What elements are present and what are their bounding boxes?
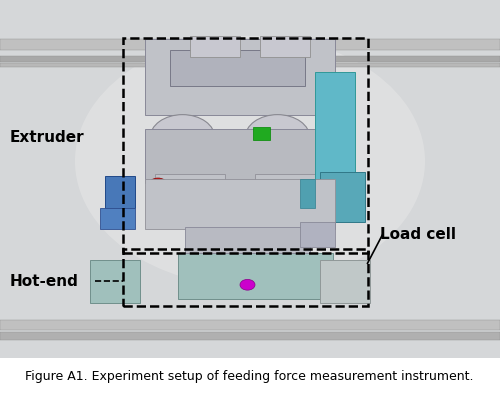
Bar (155, 174, 225, 202)
Bar (0, 56, 500, 62)
Bar (145, 39, 335, 115)
Bar (145, 179, 335, 229)
Text: Load cell: Load cell (380, 227, 456, 242)
Bar (300, 222, 335, 247)
Bar (105, 176, 135, 208)
Bar (185, 227, 310, 253)
Bar (0, 39, 500, 50)
Circle shape (150, 115, 215, 161)
Bar (315, 72, 355, 179)
Text: Hot-end: Hot-end (10, 274, 79, 289)
Bar (90, 259, 140, 302)
Bar (122, 249, 368, 306)
Ellipse shape (75, 36, 425, 287)
Bar (122, 37, 368, 253)
Bar (255, 174, 325, 202)
Circle shape (245, 115, 310, 161)
Bar (178, 252, 332, 299)
Circle shape (240, 279, 255, 290)
Bar (0, 63, 500, 67)
Bar (190, 36, 240, 57)
Text: Extruder: Extruder (10, 131, 85, 145)
Bar (320, 172, 365, 222)
Bar (145, 129, 335, 183)
Bar (170, 50, 305, 86)
Bar (252, 127, 270, 140)
Circle shape (149, 178, 167, 191)
Text: Figure A1. Experiment setup of feeding force measurement instrument.: Figure A1. Experiment setup of feeding f… (25, 370, 473, 382)
Bar (100, 208, 135, 229)
Bar (0, 320, 500, 330)
Bar (300, 179, 315, 208)
Bar (320, 259, 370, 302)
Bar (0, 332, 500, 339)
Bar (260, 36, 310, 57)
